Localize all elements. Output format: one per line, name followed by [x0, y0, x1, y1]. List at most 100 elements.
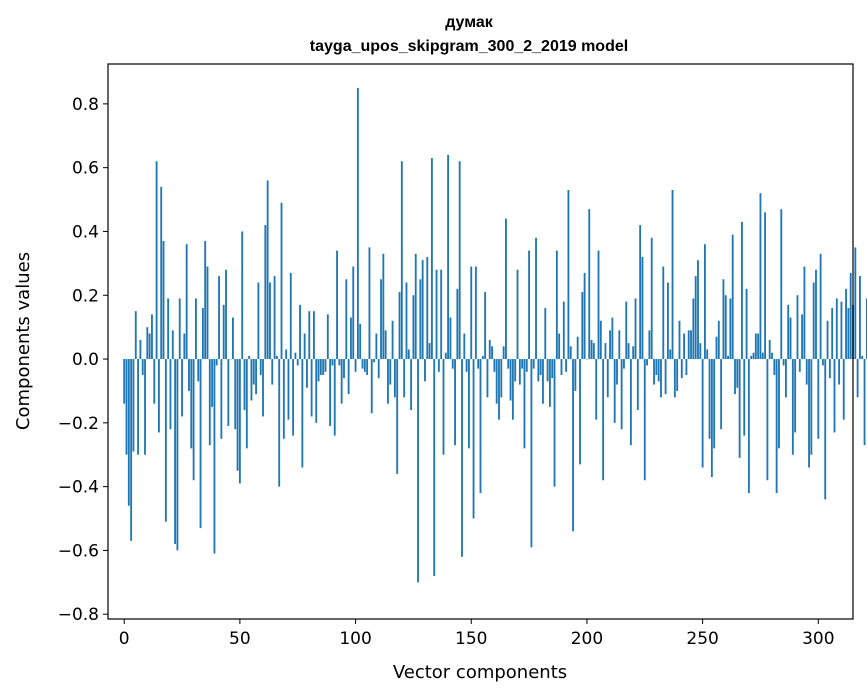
bar-106 — [368, 247, 371, 360]
bar-202 — [590, 339, 593, 360]
bar-272 — [752, 352, 755, 360]
x-tick-label: 250 — [686, 629, 718, 649]
bar-26 — [183, 333, 186, 360]
y-tick-label: −0.4 — [58, 478, 99, 498]
bar-9 — [144, 359, 146, 455]
bar-145 — [458, 161, 461, 360]
bar-107 — [370, 359, 373, 414]
bar-167 — [509, 359, 512, 401]
bar-14 — [155, 161, 158, 360]
bar-70 — [285, 349, 288, 360]
bar-179 — [537, 359, 540, 382]
bar-54 — [248, 355, 251, 360]
bar-105 — [366, 359, 369, 375]
bar-149 — [468, 359, 470, 449]
bar-207 — [602, 359, 605, 481]
bar-276 — [761, 352, 764, 360]
bar-1 — [125, 359, 128, 455]
bar-319 — [861, 355, 864, 360]
bar-265 — [736, 359, 739, 388]
bar-195 — [574, 359, 577, 391]
bar-88 — [326, 314, 329, 360]
y-tick-label: 0.0 — [72, 350, 99, 370]
bar-302 — [822, 359, 824, 366]
bar-238 — [673, 359, 676, 398]
bar-281 — [773, 359, 776, 375]
bar-224 — [641, 256, 644, 360]
bar-191 — [565, 359, 568, 372]
bar-56 — [252, 359, 255, 385]
bar-294 — [803, 266, 806, 360]
bar-101 — [356, 87, 359, 360]
bar-119 — [398, 292, 401, 360]
bar-85 — [319, 359, 322, 375]
bar-49 — [236, 359, 239, 471]
bar-196 — [576, 336, 579, 360]
bar-159 — [491, 346, 493, 360]
bar-82 — [312, 311, 315, 360]
bar-25 — [181, 359, 183, 417]
bar-318 — [859, 276, 861, 360]
bar-168 — [511, 359, 514, 420]
bar-33 — [199, 359, 202, 529]
bar-320 — [863, 359, 866, 446]
bar-133 — [430, 158, 433, 360]
bar-112 — [382, 253, 385, 360]
bar-35 — [204, 241, 207, 360]
bar-7 — [139, 339, 142, 360]
bar-110 — [377, 359, 380, 379]
bar-269 — [745, 288, 748, 360]
bar-18 — [164, 359, 167, 522]
bar-130 — [424, 359, 426, 382]
bar-50 — [238, 359, 241, 484]
bar-268 — [743, 359, 746, 436]
bar-71 — [287, 359, 290, 420]
y-tick-label: 0.8 — [72, 95, 99, 115]
bar-104 — [363, 359, 366, 372]
x-tick-label: 100 — [339, 629, 371, 649]
bar-19 — [167, 298, 170, 360]
bar-73 — [292, 359, 295, 436]
bar-308 — [835, 298, 838, 360]
bar-254 — [710, 359, 713, 478]
bar-154 — [479, 359, 482, 494]
bar-313 — [847, 308, 850, 360]
bar-293 — [801, 314, 804, 360]
x-tick-label: 200 — [571, 629, 603, 649]
bar-295 — [805, 359, 808, 385]
bar-256 — [715, 336, 718, 360]
bar-161 — [495, 359, 498, 404]
bar-75 — [296, 359, 299, 366]
bar-132 — [428, 343, 431, 360]
bar-141 — [449, 317, 452, 360]
bar-275 — [759, 193, 762, 360]
bar-225 — [643, 359, 646, 481]
bar-147 — [463, 333, 466, 360]
y-tick-label: −0.8 — [58, 605, 99, 625]
bar-232 — [660, 359, 662, 398]
bar-297 — [810, 359, 813, 455]
bar-23 — [176, 359, 179, 551]
bar-55 — [250, 359, 253, 401]
bar-231 — [657, 359, 660, 382]
bar-92 — [336, 250, 338, 360]
bar-221 — [634, 298, 637, 360]
bar-66 — [275, 355, 278, 360]
bar-227 — [648, 330, 651, 360]
bar-273 — [754, 333, 757, 360]
bar-314 — [849, 272, 852, 360]
bar-287 — [787, 304, 790, 360]
bar-239 — [676, 359, 679, 391]
y-tick-label: 0.4 — [72, 222, 99, 242]
bar-67 — [278, 359, 281, 487]
bar-219 — [629, 359, 632, 446]
bar-124 — [410, 359, 413, 411]
bar-166 — [507, 359, 510, 369]
bar-211 — [611, 317, 614, 360]
bar-245 — [690, 330, 692, 360]
bar-87 — [324, 359, 327, 372]
bar-93 — [338, 359, 341, 366]
bar-123 — [407, 349, 410, 360]
bar-285 — [782, 359, 785, 366]
